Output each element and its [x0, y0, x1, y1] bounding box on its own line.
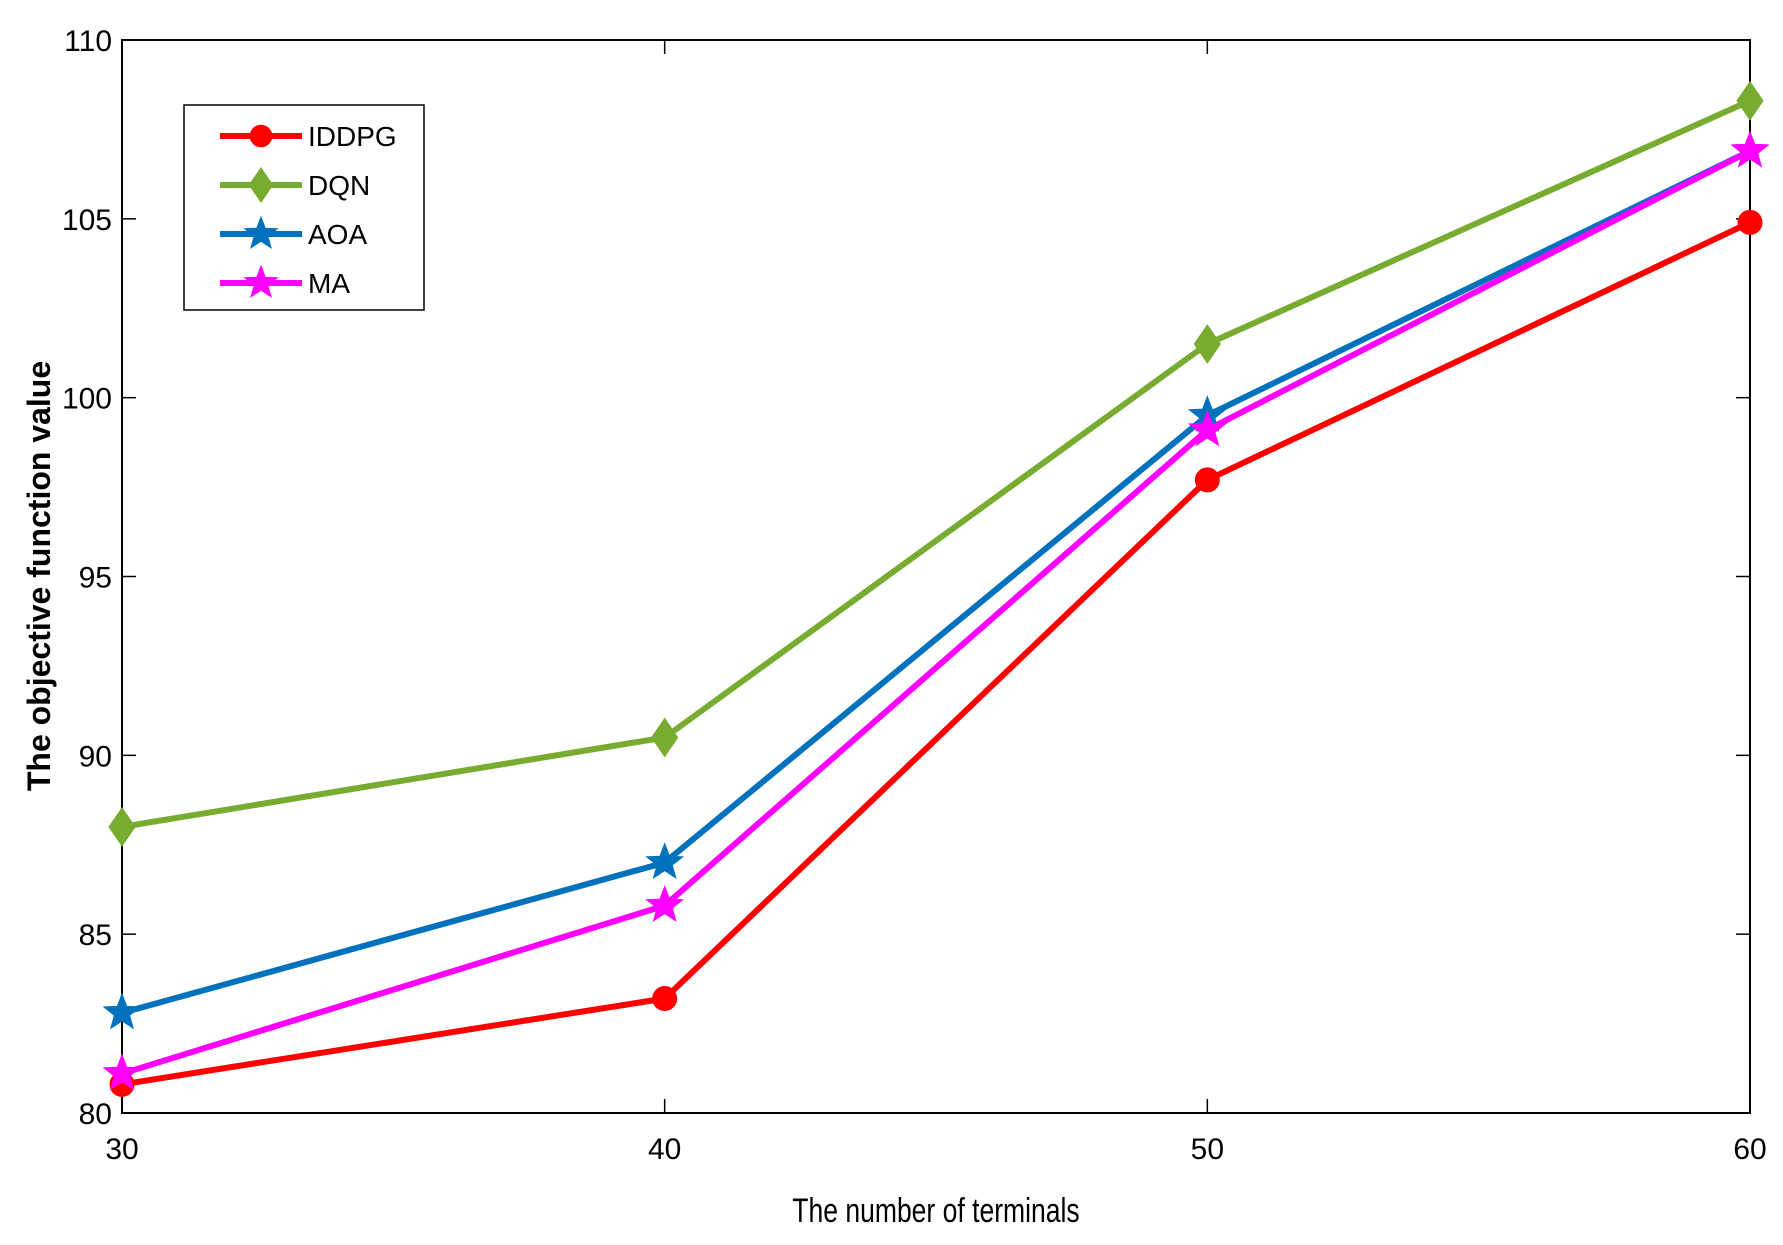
x-axis-label: The number of terminals [792, 1192, 1079, 1230]
data-point-aoa-40 [645, 842, 685, 880]
data-point-ma-50 [1187, 409, 1227, 447]
data-point-iddpg-50 [1194, 467, 1220, 493]
y-tick-label-105: 105 [62, 204, 112, 237]
y-axis-label: The objective function value [21, 361, 57, 791]
y-tick-label-85: 85 [79, 919, 112, 952]
series-lines-layer [121, 98, 1752, 1088]
x-tick-label-30: 30 [105, 1133, 138, 1166]
y-tick-label-110: 110 [64, 25, 112, 58]
legend-marker-iddpg [249, 124, 273, 148]
series-line-ma [121, 148, 1752, 1077]
legend: IDDPG DQN AOA MA [183, 104, 425, 311]
series-line-aoa [121, 148, 1752, 1016]
data-point-dqn-30 [108, 806, 136, 847]
series-markers-layer [102, 80, 1770, 1097]
y-tick-label-95: 95 [79, 562, 112, 595]
data-point-dqn-60 [1736, 80, 1764, 121]
legend-label-iddpg: IDDPG [308, 121, 397, 152]
data-point-iddpg-60 [1737, 209, 1763, 235]
ticks-layer [121, 39, 1751, 1114]
legend-label-dqn: DQN [308, 170, 370, 201]
legend-marker-aoa [243, 215, 279, 249]
y-tick-label-90: 90 [79, 740, 112, 773]
legend-box [183, 104, 425, 311]
y-tick-label-100: 100 [62, 383, 112, 416]
legend-label-aoa: AOA [308, 219, 367, 250]
data-point-aoa-30 [102, 992, 142, 1030]
y-tick-label-80: 80 [79, 1098, 112, 1131]
data-point-ma-60 [1730, 130, 1770, 168]
data-point-iddpg-40 [652, 986, 678, 1012]
x-tick-label-40: 40 [648, 1133, 681, 1166]
x-tick-label-60: 60 [1733, 1133, 1766, 1166]
tick-labels-layer: 30 40 50 60 80 85 90 95 100 105 110 [62, 25, 1767, 1166]
legend-marker-ma [243, 264, 279, 298]
series-line-dqn [121, 98, 1752, 830]
data-point-dqn-50 [1193, 324, 1221, 364]
legend-marker-dqn [248, 167, 274, 203]
data-point-ma-30 [102, 1053, 142, 1091]
x-tick-label-50: 50 [1191, 1133, 1224, 1166]
data-point-dqn-40 [651, 717, 679, 758]
legend-label-ma: MA [308, 268, 350, 299]
data-point-ma-40 [645, 885, 685, 923]
series-line-iddpg [121, 219, 1752, 1088]
